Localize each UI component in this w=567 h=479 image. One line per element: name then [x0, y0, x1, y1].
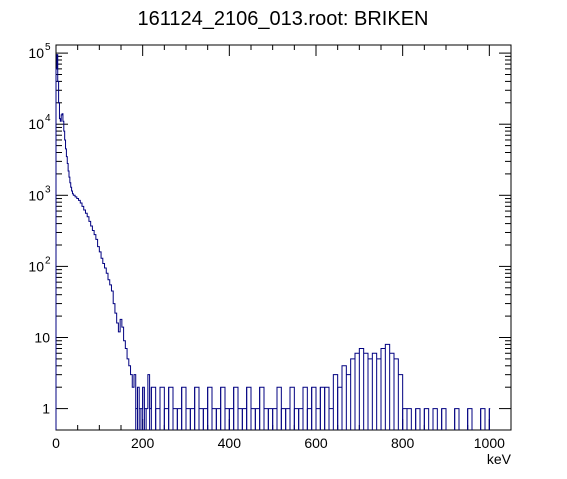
- x-tick-label: 200: [131, 435, 155, 451]
- y-tick-exponent: 2: [45, 255, 51, 266]
- y-tick-label: 10: [28, 258, 44, 274]
- plot-frame: [55, 44, 512, 431]
- y-tick-label: 10: [28, 187, 44, 203]
- chart-title: 161124_2106_013.root: BRIKEN: [138, 8, 429, 30]
- x-tick-label: 400: [218, 435, 242, 451]
- x-tick-label: 800: [391, 435, 415, 451]
- y-tick-exponent: 5: [45, 42, 51, 53]
- y-tick-label: 10: [28, 45, 44, 61]
- y-tick-exponent: 3: [45, 184, 51, 195]
- histogram-series: [55, 54, 491, 430]
- y-tick-exponent: 4: [45, 113, 51, 124]
- x-tick-label: 600: [304, 435, 328, 451]
- x-tick-label: 0: [52, 435, 60, 451]
- y-tick-label: 10: [34, 329, 50, 345]
- y-tick-label: 10: [28, 116, 44, 132]
- x-tick-label: 1000: [474, 435, 505, 451]
- histogram-line: [55, 54, 491, 430]
- x-axis-label: keV: [487, 451, 512, 467]
- y-tick-label: 1: [42, 401, 50, 417]
